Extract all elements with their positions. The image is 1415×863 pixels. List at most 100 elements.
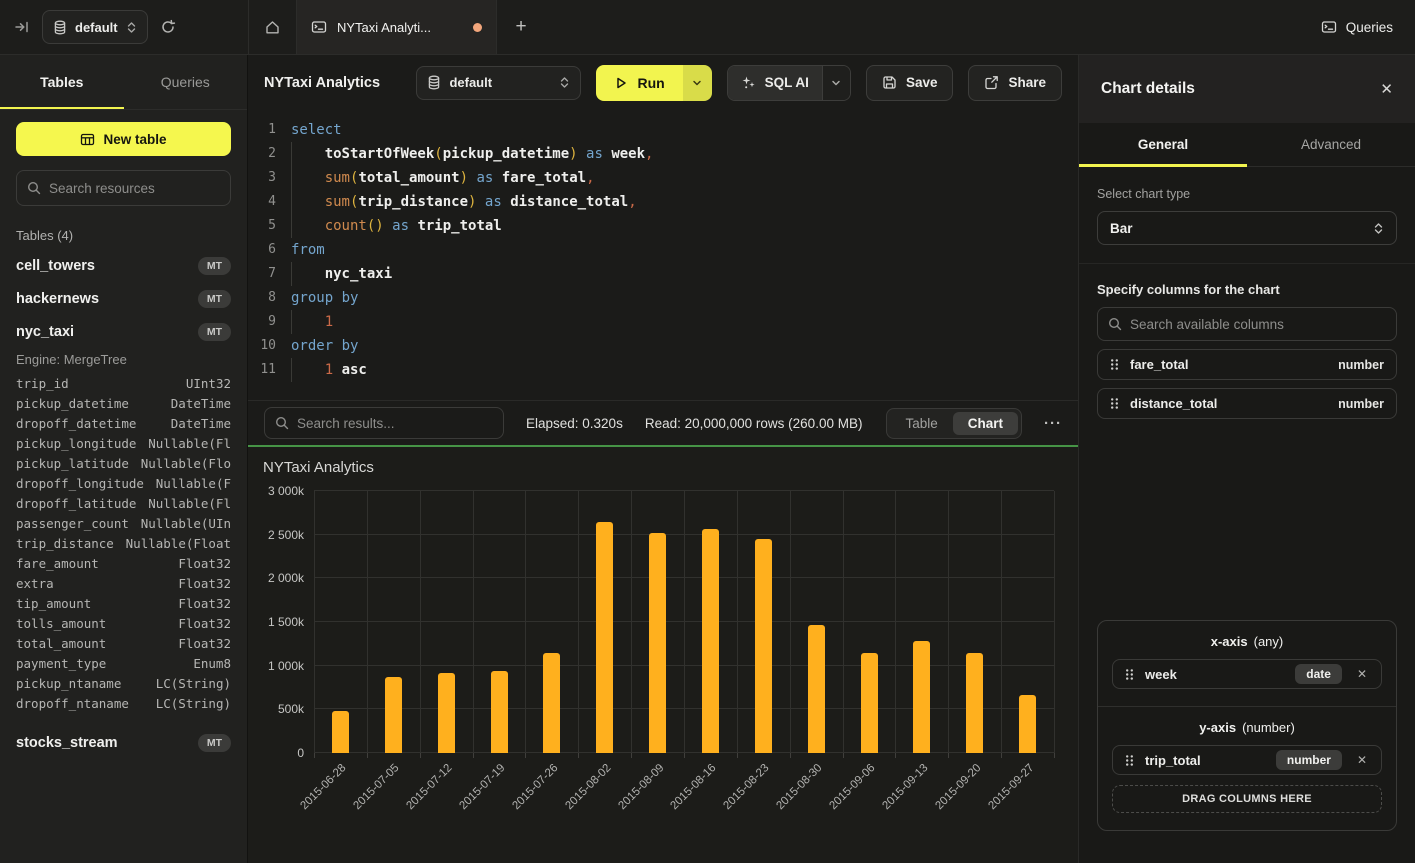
refresh-icon[interactable] bbox=[160, 19, 176, 35]
chart-type-select[interactable]: Bar bbox=[1097, 211, 1397, 245]
new-table-button[interactable]: New table bbox=[16, 122, 231, 156]
x-axis-column-chip[interactable]: week date ✕ bbox=[1112, 659, 1382, 689]
x-tick-mark bbox=[948, 753, 950, 758]
x-tick-mark bbox=[1001, 753, 1003, 758]
search-icon bbox=[275, 416, 289, 430]
chart-title: NYTaxi Analytics bbox=[263, 459, 374, 476]
sql-ai-dropdown[interactable] bbox=[821, 65, 850, 100]
save-button[interactable]: Save bbox=[865, 64, 954, 101]
drag-handle-icon[interactable] bbox=[1110, 397, 1119, 410]
columns-search-input[interactable] bbox=[1130, 316, 1386, 332]
bar[interactable] bbox=[860, 652, 878, 753]
gridline-x bbox=[789, 491, 791, 753]
sql-editor[interactable]: 1 select 2 toStartOfWeek(pickup_datetime) a… bbox=[248, 110, 1078, 400]
x-axis-label: 2015-08-09 bbox=[615, 762, 667, 813]
bar[interactable] bbox=[331, 711, 349, 753]
code-line: 3 sum(total_amount) as fare_total, bbox=[248, 166, 1078, 190]
resource-search-input[interactable] bbox=[49, 180, 226, 196]
bar[interactable] bbox=[490, 670, 508, 753]
table-row[interactable]: hackernews MT bbox=[16, 282, 231, 315]
x-axis-label: 2015-07-19 bbox=[457, 762, 508, 813]
resource-search[interactable] bbox=[16, 170, 231, 206]
chart-details-panel: Chart details ✕ General Advanced Select … bbox=[1078, 55, 1415, 863]
engine-badge: MT bbox=[197, 322, 231, 341]
table-row[interactable]: cell_towers MT bbox=[16, 249, 231, 282]
y-axis-label: 2 000k bbox=[267, 571, 304, 586]
sidebar-content: New table Tables (4) cell_towersMThacker… bbox=[0, 110, 247, 863]
remove-icon[interactable]: ✕ bbox=[1356, 753, 1367, 767]
table-name: cell_towers bbox=[16, 257, 95, 274]
close-icon[interactable]: ✕ bbox=[1380, 81, 1393, 98]
view-table[interactable]: Table bbox=[905, 415, 938, 431]
type-badge: date bbox=[1295, 664, 1342, 684]
new-tab-button[interactable]: + bbox=[515, 16, 527, 37]
axis-config: x-axis (any) week date ✕ bbox=[1097, 620, 1397, 831]
share-button[interactable]: Share bbox=[968, 64, 1062, 101]
bar[interactable] bbox=[701, 528, 719, 753]
results-search-input[interactable] bbox=[297, 415, 493, 431]
play-icon bbox=[614, 76, 628, 90]
column-row: dropoff_longitude Nullable(F bbox=[16, 476, 231, 491]
bar[interactable] bbox=[966, 652, 984, 753]
topbar-right: Queries bbox=[1299, 0, 1415, 54]
run-button[interactable]: Run bbox=[596, 64, 712, 101]
line-number: 1 bbox=[268, 122, 276, 137]
bar[interactable] bbox=[1019, 695, 1037, 753]
bar[interactable] bbox=[754, 539, 772, 753]
database-value: default bbox=[449, 75, 493, 90]
code-line: 11 1 asc bbox=[248, 358, 1078, 382]
bar[interactable] bbox=[437, 673, 455, 753]
sql-ai-button[interactable]: SQL AI bbox=[726, 64, 851, 101]
x-tick-mark bbox=[472, 753, 474, 758]
y-axis-column-chip[interactable]: trip_total number ✕ bbox=[1112, 745, 1382, 775]
bar[interactable] bbox=[649, 532, 667, 753]
tab-advanced[interactable]: Advanced bbox=[1300, 137, 1362, 152]
more-icon[interactable]: ··· bbox=[1044, 414, 1062, 432]
column-row: tip_amount Float32 bbox=[16, 596, 231, 611]
tab-queries[interactable]: Queries bbox=[160, 74, 210, 90]
query-tab-active[interactable]: NYTaxi Analyti... bbox=[297, 0, 497, 54]
chevron-updown-icon bbox=[126, 21, 137, 34]
view-chart[interactable]: Chart bbox=[952, 411, 1018, 435]
query-database-selector[interactable]: default bbox=[416, 65, 582, 100]
bar[interactable] bbox=[384, 677, 402, 753]
queries-button[interactable]: Queries bbox=[1321, 19, 1393, 35]
table-name: nyc_taxi bbox=[16, 323, 75, 340]
drop-zone[interactable]: DRAG COLUMNS HERE bbox=[1112, 785, 1382, 813]
drag-handle-icon[interactable] bbox=[1125, 754, 1134, 767]
column-row: total_amount Float32 bbox=[16, 636, 231, 651]
bar[interactable] bbox=[913, 641, 931, 753]
new-table-label: New table bbox=[103, 131, 167, 147]
results-search[interactable] bbox=[264, 407, 504, 439]
columns-search[interactable] bbox=[1097, 307, 1397, 341]
available-column-row[interactable]: fare_total number bbox=[1097, 349, 1397, 380]
database-selector[interactable]: default bbox=[42, 10, 148, 44]
tab-tables[interactable]: Tables bbox=[0, 55, 124, 109]
divider bbox=[1098, 706, 1396, 707]
tab-general[interactable]: General bbox=[1079, 123, 1247, 167]
home-tab[interactable] bbox=[249, 0, 297, 54]
x-axis-label: 2015-09-20 bbox=[933, 762, 984, 813]
run-dropdown[interactable] bbox=[682, 64, 712, 101]
column-row: pickup_ntaname LC(String) bbox=[16, 676, 231, 691]
remove-icon[interactable]: ✕ bbox=[1356, 667, 1367, 681]
drag-handle-icon[interactable] bbox=[1125, 668, 1134, 681]
column-row: dropoff_datetime DateTime bbox=[16, 416, 231, 431]
available-column-row[interactable]: distance_total number bbox=[1097, 388, 1397, 419]
gridline-x bbox=[1001, 491, 1003, 753]
engine-badge: MT bbox=[197, 733, 231, 752]
x-axis-label: 2015-09-06 bbox=[827, 762, 878, 813]
table-row[interactable]: nyc_taxi MT bbox=[16, 315, 231, 348]
bar[interactable] bbox=[596, 522, 614, 753]
chevron-updown-icon bbox=[1373, 222, 1384, 235]
line-number: 8 bbox=[268, 290, 276, 305]
drag-handle-icon[interactable] bbox=[1110, 358, 1119, 371]
column-list: trip_id UInt32 pickup_datetime DateTime drop… bbox=[16, 374, 231, 714]
table-row[interactable]: stocks_stream MT bbox=[16, 726, 231, 759]
bar[interactable] bbox=[543, 652, 561, 753]
bar[interactable] bbox=[807, 624, 825, 753]
collapse-sidebar-icon[interactable] bbox=[14, 19, 30, 35]
column-name: trip_total bbox=[1145, 752, 1201, 768]
toolbar-actions: default Run bbox=[416, 64, 1062, 101]
